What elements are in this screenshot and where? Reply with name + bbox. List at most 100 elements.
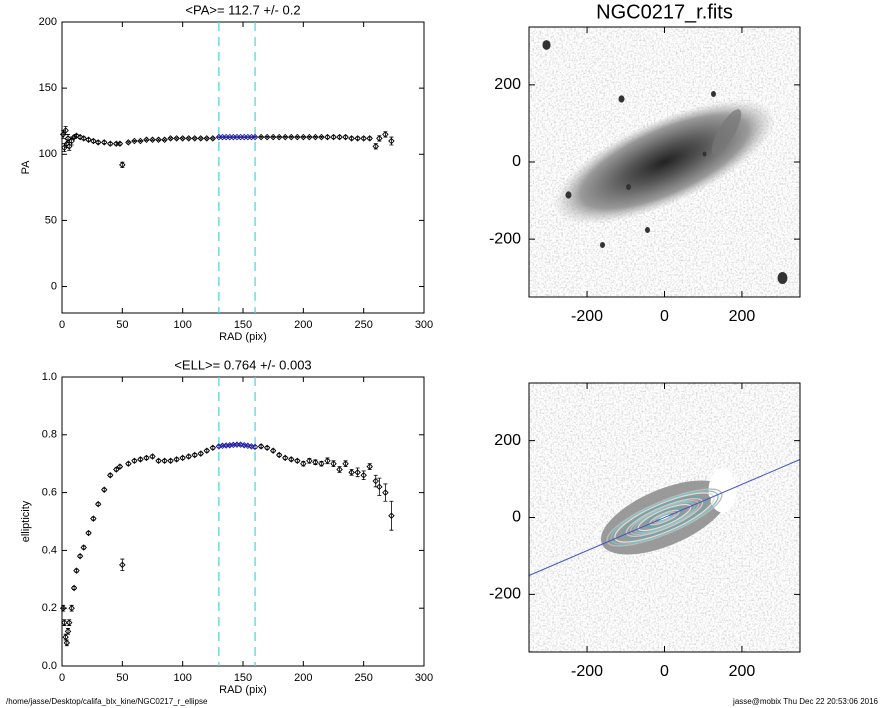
data-point — [263, 444, 271, 452]
data-point — [116, 463, 124, 470]
x-axis-label: RAD (pix) — [219, 684, 267, 696]
galaxy-arm — [711, 109, 742, 155]
x-tick-label: 250 — [354, 319, 372, 331]
chart-title: <PA>= 112.7 +/- 0.2 — [185, 2, 300, 17]
data-point — [185, 453, 192, 460]
x-tick-label: 0 — [660, 663, 669, 680]
y-tick-label: 0 — [512, 509, 521, 526]
plot-frame — [528, 382, 801, 653]
data-point — [324, 457, 331, 465]
data-point — [155, 136, 162, 143]
x-tick-label: 0 — [59, 319, 65, 331]
y-axis-label: ellipticity — [20, 500, 32, 542]
footer-stamp: jasse@mobix Thu Dec 22 20:53:06 2016 — [732, 697, 879, 706]
data-point — [197, 135, 205, 142]
data-point — [294, 457, 301, 465]
data-point — [68, 604, 75, 612]
data-point — [269, 133, 277, 141]
star — [600, 242, 605, 248]
y-tick-label: 0.0 — [42, 660, 57, 672]
data-point — [76, 133, 84, 141]
star — [542, 40, 551, 50]
data-point — [161, 136, 168, 143]
data-point — [382, 489, 389, 496]
y-tick-label: 50 — [45, 214, 57, 226]
star — [618, 95, 625, 103]
data-point — [173, 456, 180, 463]
data-point — [59, 131, 67, 138]
data-point — [324, 133, 331, 141]
data-point — [336, 133, 343, 141]
data-point — [203, 135, 211, 142]
data-point — [388, 512, 395, 519]
x-tick-label: -200 — [571, 663, 603, 680]
x-tick-label: 50 — [116, 319, 128, 331]
data-point — [288, 133, 295, 141]
plot-frame — [61, 21, 425, 314]
major-axis — [528, 459, 801, 576]
data-point — [240, 441, 248, 449]
error-bar — [389, 500, 394, 531]
data-point — [269, 447, 277, 454]
data-point — [209, 135, 217, 142]
x-tick-label: 100 — [173, 672, 191, 684]
data-point — [306, 133, 313, 141]
y-tick-label: 200 — [39, 16, 57, 28]
data-point — [116, 140, 124, 147]
data-point — [167, 135, 174, 142]
x-tick-label: 150 — [234, 672, 252, 684]
data-point — [318, 460, 325, 467]
data-point — [275, 451, 283, 459]
data-point — [306, 457, 313, 465]
data-point — [100, 139, 108, 146]
data-point — [288, 456, 295, 463]
data-point — [251, 443, 259, 451]
x-tick-label: 0 — [59, 672, 65, 684]
data-point — [90, 137, 97, 145]
star — [626, 184, 631, 190]
data-point — [66, 143, 73, 150]
data-point — [354, 469, 361, 476]
x-tick-label: 0 — [660, 308, 669, 325]
data-point — [61, 144, 68, 151]
error-bar — [120, 558, 125, 572]
data-point — [63, 639, 71, 647]
data-point — [244, 442, 252, 450]
y-tick-label: 0.2 — [42, 602, 57, 614]
x-tick-label: -200 — [571, 308, 603, 325]
plot-area — [62, 22, 424, 313]
data-point — [257, 443, 265, 450]
data-point — [281, 454, 289, 462]
data-point — [119, 161, 126, 169]
data-point — [70, 133, 78, 141]
data-point — [330, 460, 337, 467]
data-point — [107, 140, 114, 147]
data-point — [388, 137, 395, 145]
data-point — [68, 137, 75, 145]
star — [711, 91, 716, 97]
data-point — [312, 133, 319, 141]
y-tick-label: 1.0 — [42, 371, 57, 383]
x-tick-label: 100 — [173, 319, 191, 331]
data-point — [185, 135, 192, 142]
data-point — [173, 135, 180, 142]
data-point — [94, 139, 102, 146]
data-point — [382, 131, 389, 138]
data-point — [161, 457, 168, 465]
data-point — [237, 441, 244, 448]
data-point — [80, 135, 87, 142]
data-point — [179, 454, 186, 462]
data-point — [125, 139, 132, 146]
data-point — [137, 137, 144, 145]
y-tick-label: 0.6 — [42, 487, 57, 499]
x-tick-label: 250 — [354, 672, 372, 684]
x-tick-label: 300 — [415, 319, 433, 331]
data-point — [59, 604, 67, 612]
data-point — [70, 584, 78, 592]
y-tick-label: 0 — [512, 153, 521, 170]
y-tick-label: -200 — [489, 586, 521, 603]
x-axis-label: RAD (pix) — [219, 331, 267, 343]
data-point — [149, 453, 156, 460]
data-point — [209, 444, 217, 452]
y-tick-label: 100 — [39, 148, 57, 160]
